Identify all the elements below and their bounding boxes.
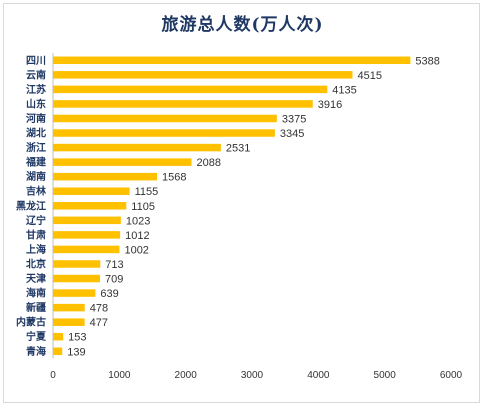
category-label: 浙江: [26, 141, 46, 154]
x-tick-label: 0: [50, 370, 56, 381]
category-label: 云南: [26, 68, 46, 81]
category-label: 新疆: [26, 301, 46, 314]
bar: [53, 85, 328, 94]
bar: [53, 187, 130, 195]
bar: [53, 332, 64, 341]
data-label: 4135: [332, 84, 356, 96]
bar: [53, 303, 85, 312]
category-label: 江苏: [26, 83, 46, 96]
data-label: 639: [100, 288, 118, 300]
category-label: 内蒙古: [16, 316, 46, 329]
category-label: 湖南: [26, 170, 46, 183]
x-tick-label: 4000: [307, 370, 330, 381]
x-tick-label: 6000: [440, 370, 463, 381]
category-label: 四川: [26, 55, 46, 67]
category-label: 山东: [26, 97, 46, 110]
data-label: 2531: [226, 143, 250, 155]
category-label: 天津: [26, 272, 46, 285]
category-label: 北京: [26, 257, 46, 270]
chart-title: 旅游总人数(万人次): [161, 15, 324, 35]
bar: [53, 71, 353, 79]
category-label: 河南: [26, 112, 46, 125]
data-label: 477: [90, 317, 108, 329]
x-tick-label: 5000: [374, 370, 397, 381]
x-tick-label: 1000: [108, 370, 131, 381]
bar: [53, 172, 158, 181]
category-label: 甘肃: [26, 228, 46, 241]
bar: [53, 245, 120, 254]
data-label: 1002: [124, 244, 148, 256]
category-label: 黑龙江: [16, 199, 46, 212]
data-label: 153: [68, 332, 86, 344]
data-label: 4515: [357, 70, 381, 82]
category-label: 辽宁: [26, 214, 46, 227]
bar: [53, 114, 277, 123]
data-label: 3345: [280, 128, 304, 140]
category-label: 湖北: [26, 127, 46, 140]
bar: [53, 347, 63, 356]
bar: [53, 260, 101, 268]
category-label: 宁夏: [26, 330, 47, 343]
category-label: 吉林: [26, 185, 47, 198]
data-label: 2088: [197, 157, 221, 169]
bar: [53, 318, 85, 326]
bar: [53, 100, 313, 108]
data-label: 3916: [318, 99, 342, 111]
bar: [53, 274, 101, 283]
data-label: 1105: [131, 201, 155, 213]
data-label: 478: [90, 303, 108, 315]
category-label: 上海: [26, 243, 46, 256]
data-label: 139: [67, 346, 85, 358]
x-tick-label: 3000: [241, 370, 264, 381]
category-label: 海南: [26, 287, 46, 300]
data-label: 713: [105, 259, 123, 271]
data-label: 5388: [415, 55, 439, 67]
category-label: 青海: [26, 345, 46, 358]
bar: [53, 231, 121, 239]
data-label: 709: [105, 274, 123, 286]
bar: [53, 158, 192, 166]
bar: [53, 289, 96, 297]
bar: [53, 216, 121, 225]
bar: [53, 56, 411, 65]
data-label: 1023: [126, 215, 150, 227]
data-label: 1155: [135, 186, 159, 198]
x-tick-label: 2000: [175, 370, 198, 381]
data-label: 1012: [125, 230, 149, 242]
data-label: 3375: [282, 113, 306, 125]
bar: [53, 202, 127, 210]
bar: [53, 143, 221, 152]
data-label: 1568: [162, 172, 186, 184]
category-label: 福建: [25, 156, 47, 169]
bar: [53, 129, 275, 137]
